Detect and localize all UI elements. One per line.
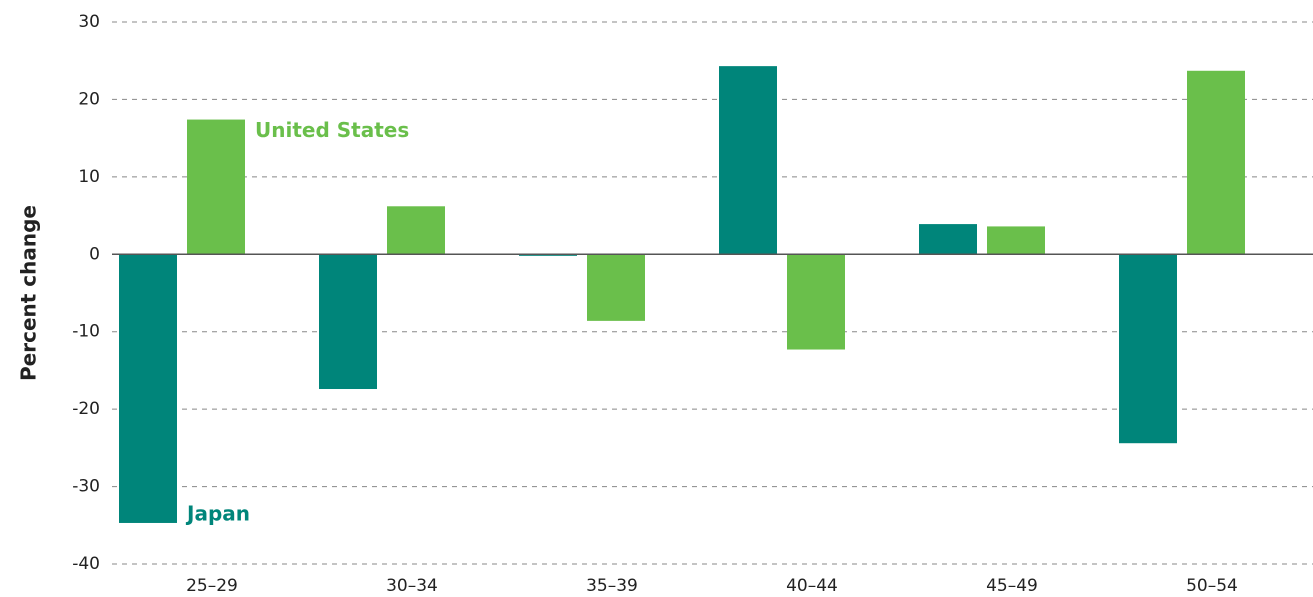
y-tick-label: -10: [72, 322, 100, 342]
x-tick-label: 35–39: [586, 576, 638, 596]
bar: [587, 254, 645, 321]
bar: [319, 254, 377, 390]
x-tick-label: 45–49: [986, 576, 1038, 596]
bar: [787, 254, 845, 350]
bar: [1187, 70, 1245, 255]
bar: [119, 254, 177, 523]
y-tick-label: 20: [78, 89, 100, 109]
bar: [187, 119, 245, 255]
y-tick-label: -20: [72, 399, 100, 419]
series-label: Japan: [185, 501, 250, 525]
y-tick-label: -30: [72, 477, 100, 497]
bar: [1119, 254, 1177, 444]
y-tick-label: 10: [78, 167, 100, 187]
x-tick-label: 25–29: [186, 576, 238, 596]
y-tick-label: -40: [72, 554, 100, 574]
bar: [987, 226, 1045, 255]
y-axis-label: Percent change: [17, 205, 41, 381]
bar: [919, 224, 977, 255]
y-tick-label: 0: [89, 244, 100, 264]
series-label: United States: [255, 118, 409, 142]
x-tick-label: 50–54: [1186, 576, 1238, 596]
y-tick-label: 30: [78, 12, 100, 32]
x-tick-label: 40–44: [786, 576, 838, 596]
bar: [719, 66, 777, 255]
bar: [387, 206, 445, 255]
bar: [519, 254, 577, 256]
x-tick-label: 30–34: [386, 576, 438, 596]
